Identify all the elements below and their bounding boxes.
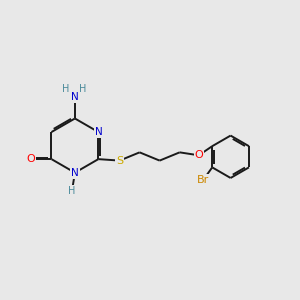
Text: N: N	[71, 168, 79, 178]
Text: N: N	[71, 92, 79, 102]
Text: N: N	[94, 127, 102, 137]
Text: O: O	[26, 154, 34, 164]
Text: S: S	[116, 156, 123, 166]
Text: H: H	[68, 186, 76, 196]
Text: Br: Br	[197, 175, 209, 185]
Text: H: H	[62, 84, 70, 94]
Text: O: O	[194, 150, 203, 160]
Text: H: H	[79, 84, 86, 94]
